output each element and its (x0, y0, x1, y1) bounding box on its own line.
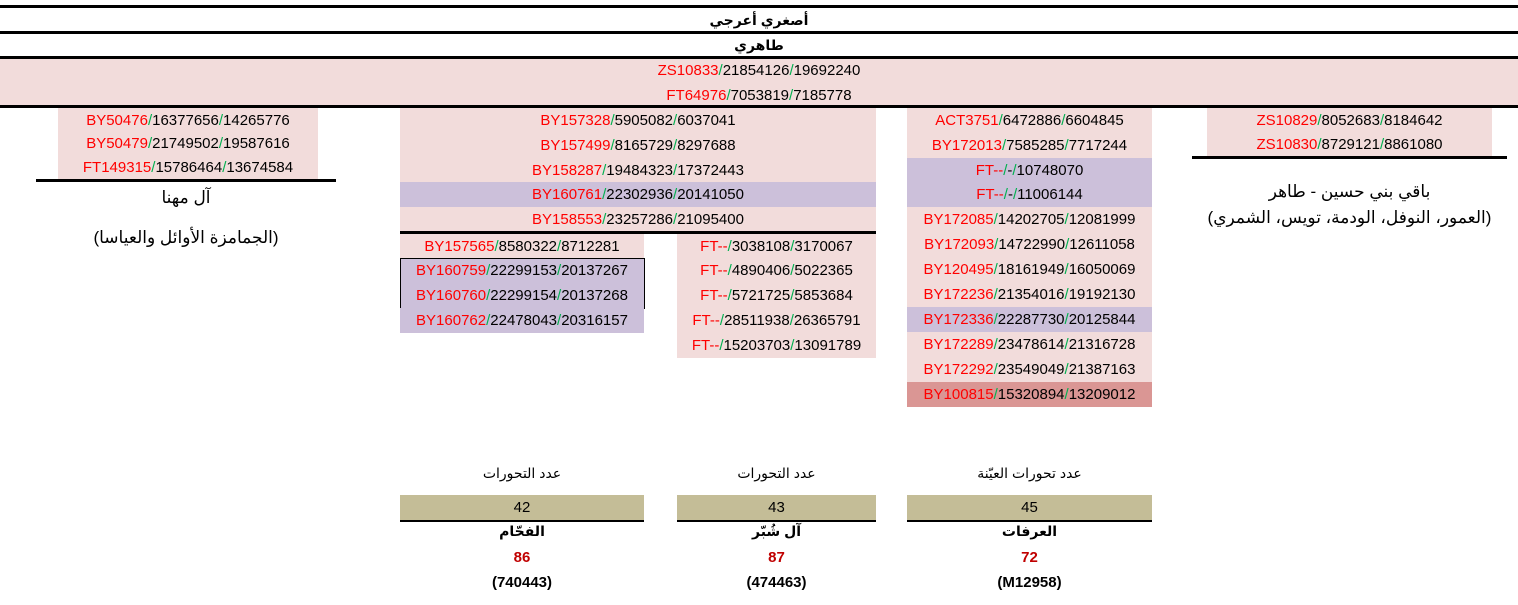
list-item: BY172292/23549049/21387163 (907, 357, 1152, 382)
summary-heading: عدد تحورات العيّنة (977, 465, 1082, 481)
summary-heading: عدد التحورات (737, 465, 816, 481)
top-rule-3 (0, 56, 1518, 59)
col-left-label: آل مهنا (161, 188, 211, 207)
list-item: BY50479/21749502/19587616 (58, 131, 318, 156)
summary-name: الفحّام (499, 523, 545, 539)
list-item: BY172289/23478614/21316728 (907, 332, 1152, 357)
list-item: FT--/3038108/3170067 (677, 234, 876, 259)
summary-number: 86 (513, 549, 531, 566)
summary-number: 72 (1021, 549, 1038, 566)
summary-code: (740443) (491, 574, 553, 591)
page-title: أصغري أعرجي (709, 12, 809, 28)
col-mid-rule (400, 231, 876, 234)
col-left-rule (36, 179, 336, 182)
summary-count: 45 (907, 495, 1152, 522)
list-item: BY160761/22302936/20141050 (400, 182, 876, 207)
list-item: BY172336/22287730/20125844 (907, 307, 1152, 332)
top-band (0, 59, 1518, 105)
page-subtitle: طاهري (734, 37, 784, 53)
list-item: FT--/28511938/26365791 (677, 308, 876, 333)
list-item: BY158287/19484323/17372443 (400, 158, 876, 183)
list-item: FT149315/15786464/13674584 (58, 155, 318, 180)
list-item: BY157565/8580322/8712281 (400, 234, 644, 259)
list-item: BY157328/5905082/6037041 (400, 108, 876, 133)
list-item: BY120495/18161949/16050069 (907, 257, 1152, 282)
list-item: BY160760/22299154/20137268 (416, 287, 628, 304)
list-item: FT--/4890406/5022365 (677, 258, 876, 283)
summary-name: العرفات (1001, 523, 1058, 539)
top-rule-1 (0, 5, 1518, 8)
list-item: BY50476/16377656/14265776 (58, 108, 318, 133)
list-item (400, 258, 644, 308)
list-item: BY100815/15320894/13209012 (907, 382, 1152, 407)
summary-count: 43 (677, 495, 876, 522)
list-item: FT--/5721725/5853684 (677, 283, 876, 308)
summary-code: (M12958) (997, 574, 1062, 591)
top-band-row: FT64976/7053819/7185778 (666, 87, 852, 104)
list-item: BY157499/8165729/8297688 (400, 133, 876, 158)
summary-count: 42 (400, 495, 644, 522)
col-far-label: باقي بني حسين - طاهر (1268, 182, 1431, 201)
top-rule-2 (0, 31, 1518, 34)
list-item: BY158553/23257286/21095400 (400, 207, 876, 232)
list-item: FT--/-/11006144 (907, 182, 1152, 207)
summary-code: (474463) (746, 574, 807, 591)
list-item: ZS10829/8052683/8184642 (1207, 108, 1492, 133)
summary-name: آل شُبّر (751, 523, 802, 539)
list-item: BY160759/22299153/20137267 (416, 262, 628, 279)
summary-number: 87 (768, 549, 785, 566)
col-far-rule (1192, 156, 1507, 159)
list-item: FT--/-/10748070 (907, 158, 1152, 183)
list-item: FT--/15203703/13091789 (677, 333, 876, 358)
top-rule-4 (0, 105, 1518, 108)
list-item: BY172013/7585285/7717244 (907, 133, 1152, 158)
col-left-sublabel: (الجمامزة الأوائل والعياسا) (93, 228, 279, 247)
list-item: BY172093/14722990/12611058 (907, 232, 1152, 257)
list-item: BY160762/22478043/20316157 (400, 308, 644, 333)
top-band-row: ZS10833/21854126/19692240 (657, 62, 861, 79)
list-item: BY172085/14202705/12081999 (907, 207, 1152, 232)
list-item: ACT3751/6472886/6604845 (907, 108, 1152, 133)
list-item: ZS10830/8729121/8861080 (1207, 132, 1492, 157)
list-item: BY172236/21354016/19192130 (907, 282, 1152, 307)
col-far-sublabel: (العمور، النوفل، الودمة، تويس، الشمري) (1207, 208, 1492, 227)
summary-heading: عدد التحورات (482, 465, 562, 481)
